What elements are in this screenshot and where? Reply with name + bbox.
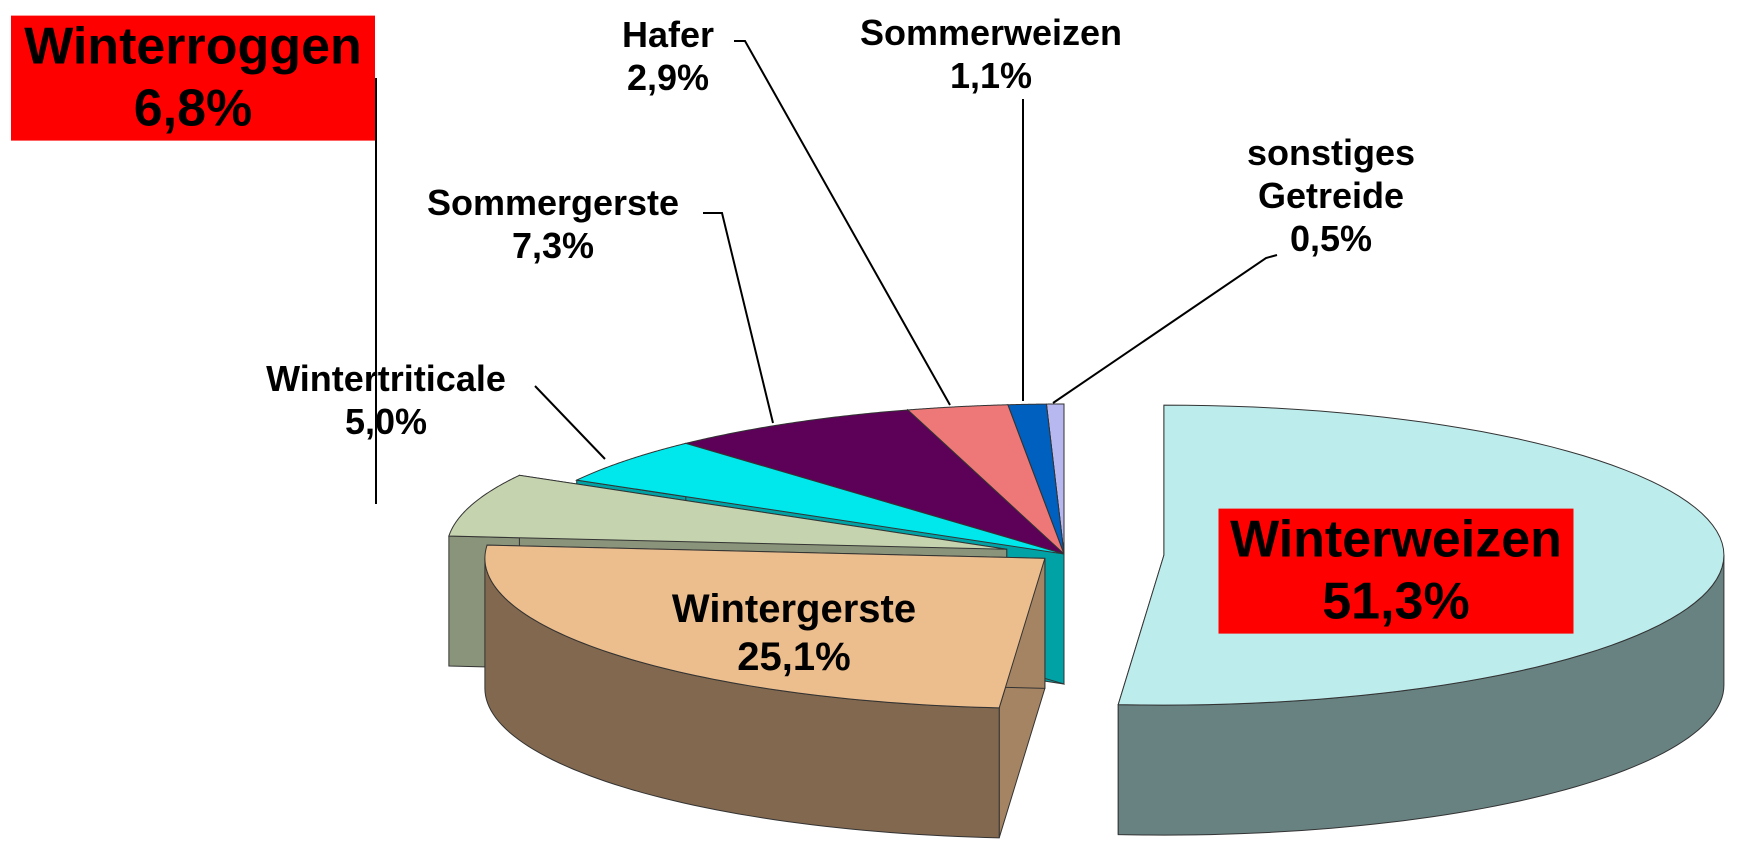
leader-line (534, 385, 606, 460)
data-label: Wintergerste 25,1% (672, 585, 916, 681)
data-label: Sommerweizen 1,1% (860, 11, 1122, 97)
data-label: sonstiges Getreide 0,5% (1231, 131, 1431, 261)
label-value: 6,8% (133, 80, 253, 138)
label-value: 7,3% (511, 225, 595, 266)
leader-line (703, 212, 774, 424)
label-name: Sommergerste (426, 181, 680, 223)
leader-line (734, 40, 951, 406)
label-name: Wintertriticale (266, 357, 506, 399)
slice-top (484, 544, 1046, 709)
data-label: Sommergerste 7,3% (427, 181, 679, 267)
data-label: Winterweizen 51,3% (1218, 508, 1574, 634)
slice-top (683, 409, 1065, 555)
label-name: Wintergerste (671, 587, 917, 631)
slice (484, 544, 1046, 839)
label-value: 0,5% (1289, 218, 1373, 260)
label-value: 5,0% (344, 401, 428, 442)
slice-top (906, 404, 1065, 555)
label-name: Sommerweizen (859, 11, 1123, 53)
label-value: 2,9% (626, 57, 710, 98)
data-label: Wintertriticale 5,0% (266, 357, 506, 443)
label-value: 51,3% (1322, 573, 1470, 631)
leader-line (1052, 254, 1278, 404)
label-name: Winterroggen (24, 17, 362, 76)
data-label: Hafer 2,9% (622, 13, 714, 99)
label-name: Hafer (621, 13, 715, 55)
slice-top (574, 442, 1065, 555)
label-value: 1,1% (949, 55, 1033, 96)
label-value: 25,1% (737, 635, 851, 679)
label-name: Winterweizen (1230, 510, 1562, 569)
slice-top (448, 474, 1007, 550)
data-label: Winterroggen 6,8% (11, 15, 375, 141)
label-name: sonstiges Getreide (1246, 132, 1416, 217)
